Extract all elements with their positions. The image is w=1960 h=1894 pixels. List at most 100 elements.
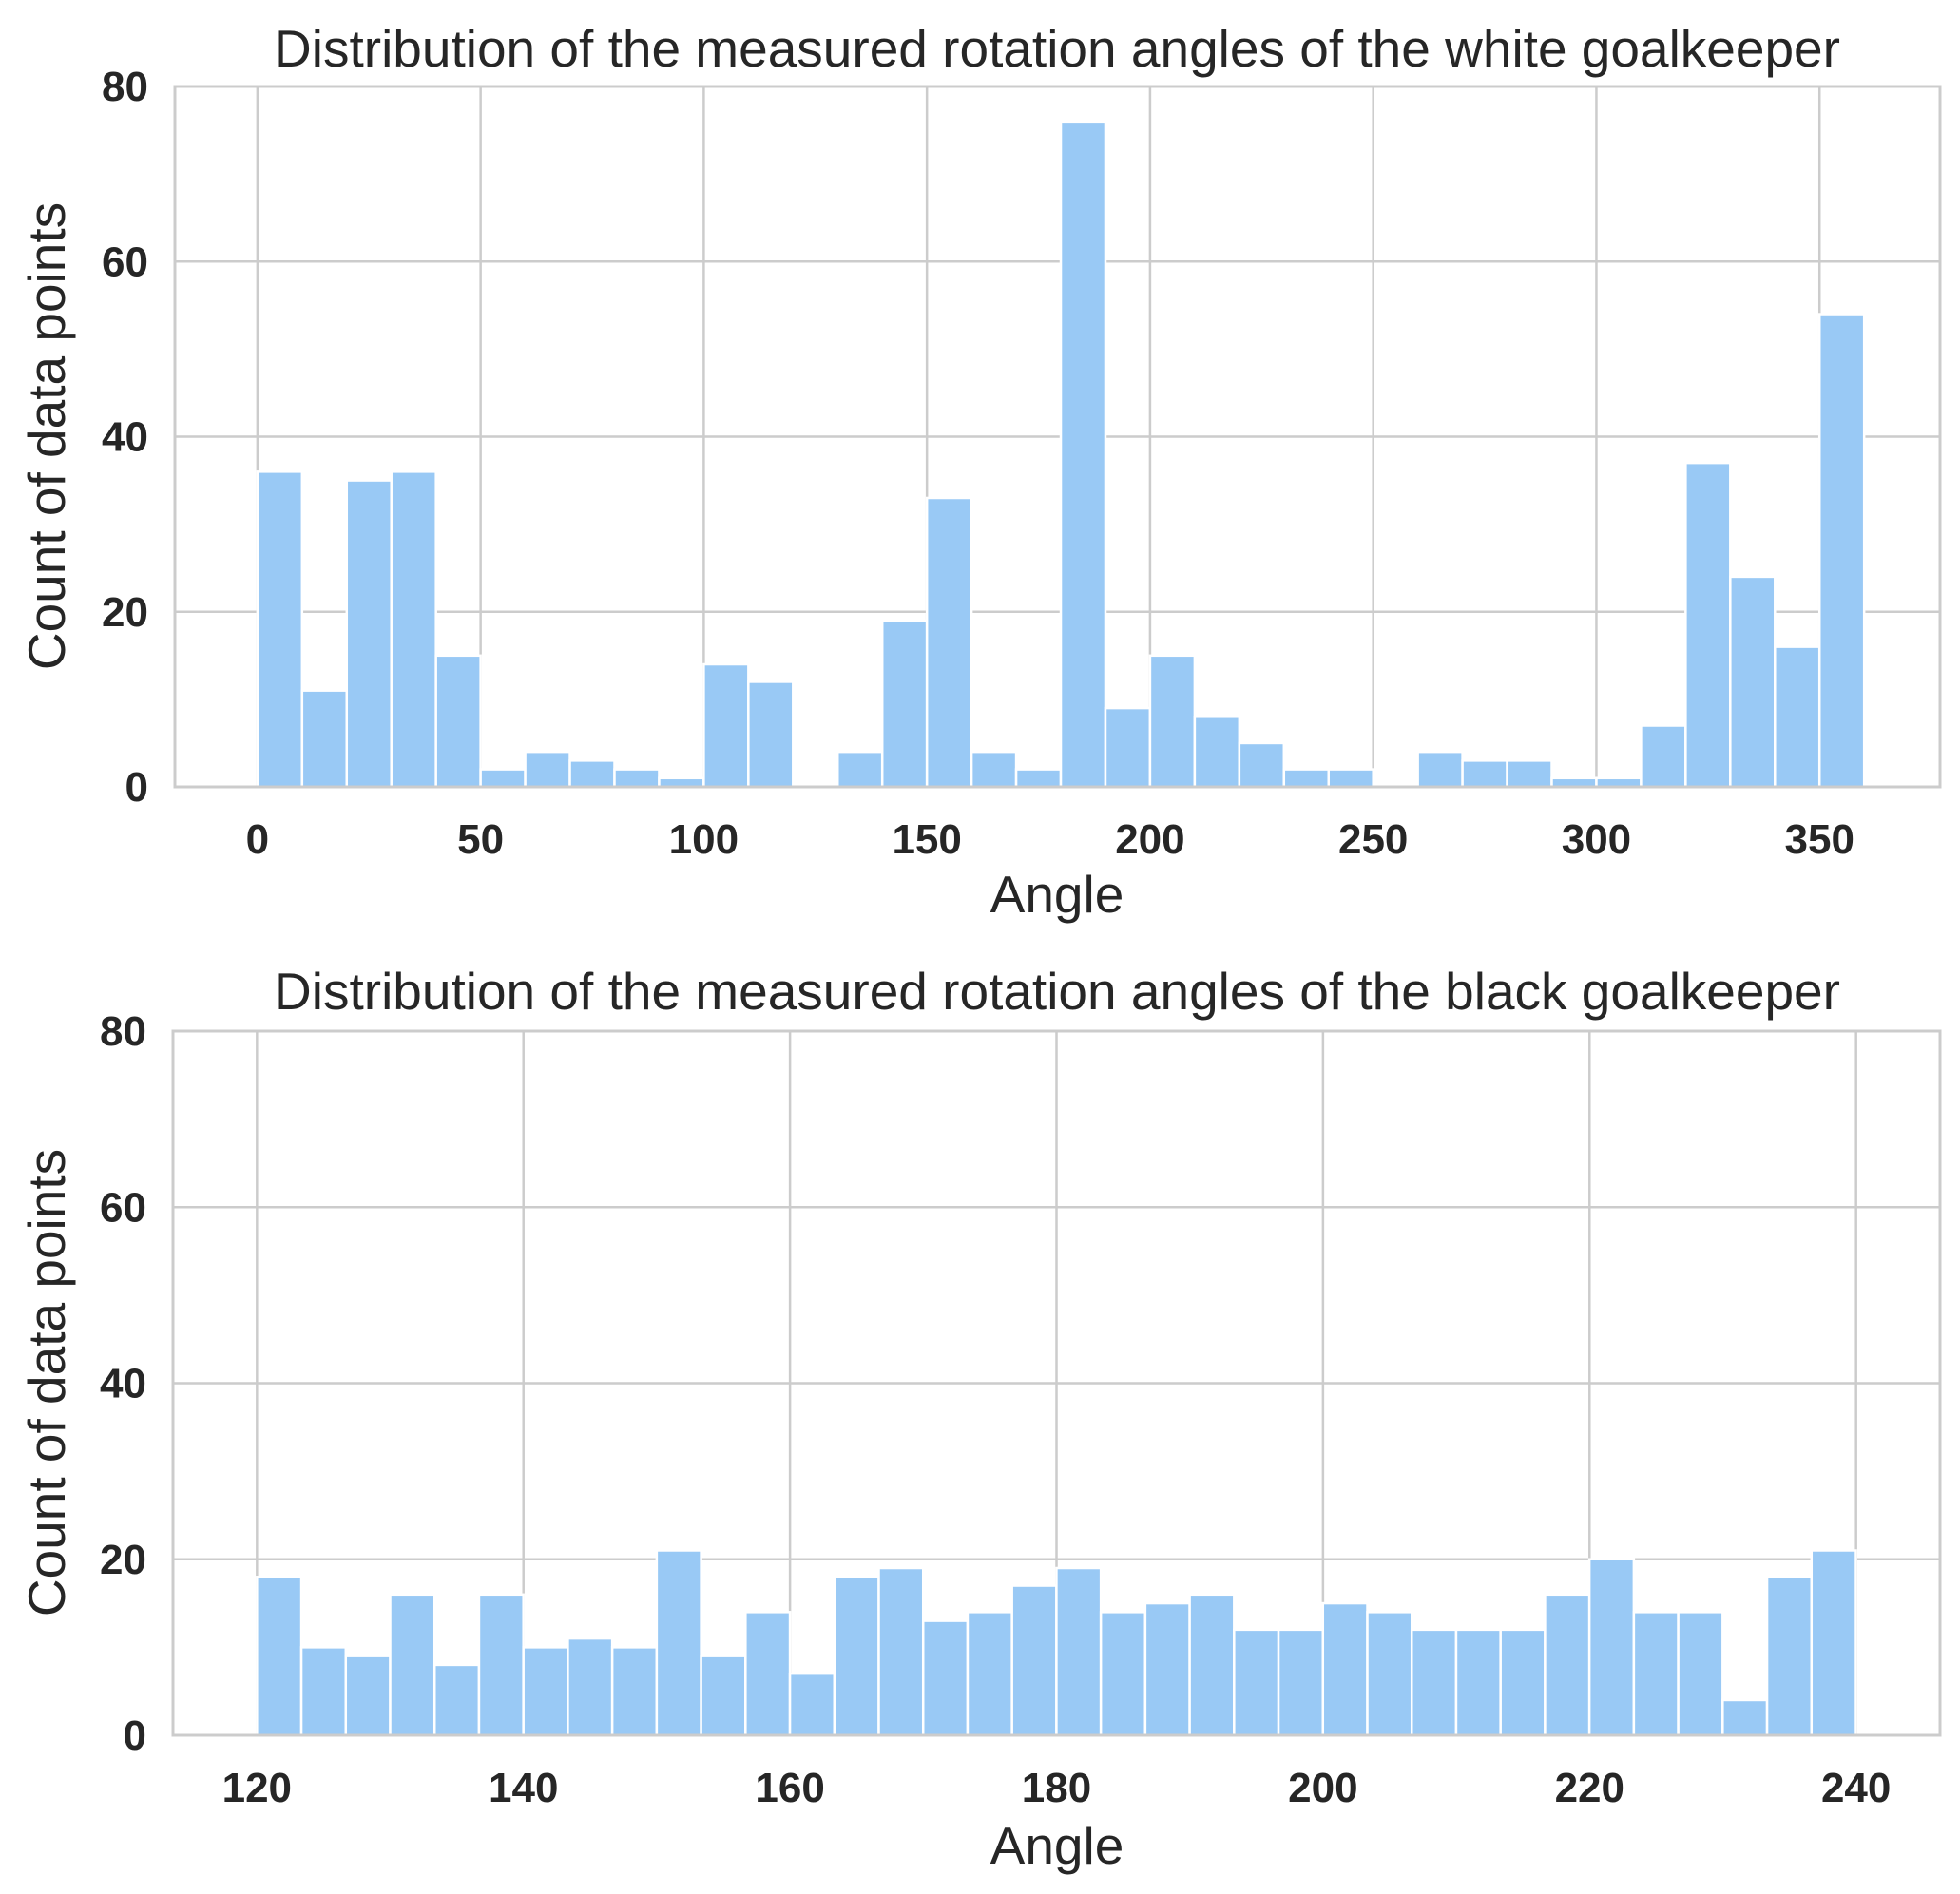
histogram-bar bbox=[568, 759, 616, 789]
histogram-bar bbox=[1059, 120, 1107, 789]
histogram-bar bbox=[1810, 1549, 1857, 1737]
histogram-bar bbox=[1143, 1601, 1191, 1737]
plot-frame bbox=[171, 1029, 1942, 1737]
chart-title: Distribution of the measured rotation an… bbox=[274, 19, 1840, 78]
histogram-bar bbox=[655, 1549, 702, 1737]
histogram-bar bbox=[1684, 461, 1732, 789]
histogram-bar bbox=[1366, 1611, 1413, 1737]
y-tick-label: 20 bbox=[100, 1537, 146, 1583]
x-tick-label: 240 bbox=[1821, 1765, 1891, 1811]
histogram-bar bbox=[479, 768, 527, 789]
histogram-bar bbox=[1014, 768, 1063, 789]
histogram-bar bbox=[877, 1566, 925, 1737]
histogram-bar bbox=[966, 1611, 1013, 1737]
histogram-bar bbox=[1238, 741, 1286, 789]
histogram-bar bbox=[1587, 1558, 1636, 1737]
histogram-bar bbox=[1321, 1601, 1369, 1737]
histogram-bar bbox=[432, 1663, 481, 1737]
chart-title: Distribution of the measured rotation an… bbox=[274, 962, 1840, 1021]
x-tick-label: 0 bbox=[246, 816, 269, 863]
x-tick-label: 120 bbox=[222, 1765, 292, 1811]
histogram-bar bbox=[1327, 768, 1374, 789]
histogram-bar bbox=[970, 750, 1018, 789]
white-goalkeeper-histogram: Distribution of the measured rotation an… bbox=[17, 19, 1942, 924]
histogram-bar bbox=[610, 1646, 659, 1737]
y-tick-label: 0 bbox=[125, 764, 148, 811]
histogram-bar bbox=[256, 1576, 303, 1737]
histogram-bar bbox=[522, 1646, 569, 1737]
histogram-bar bbox=[389, 1593, 436, 1737]
histogram-bar bbox=[1010, 1584, 1058, 1737]
histogram-bar bbox=[613, 768, 661, 789]
histogram-bar bbox=[300, 689, 349, 789]
y-tick-label: 20 bbox=[102, 589, 148, 636]
plot-frame bbox=[173, 85, 1942, 789]
x-tick-label: 150 bbox=[892, 816, 961, 863]
histogram-bar bbox=[1499, 1628, 1547, 1737]
histogram-bar bbox=[1454, 1628, 1502, 1737]
histogram-bar bbox=[788, 1672, 836, 1737]
x-tick-label: 200 bbox=[1288, 1765, 1357, 1811]
histogram-bar bbox=[1677, 1611, 1724, 1737]
y-tick-label: 60 bbox=[100, 1184, 146, 1231]
x-tick-label: 220 bbox=[1555, 1765, 1624, 1811]
y-tick-label: 40 bbox=[100, 1361, 146, 1407]
histogram-bar bbox=[1410, 1628, 1458, 1737]
histogram-bar bbox=[1765, 1576, 1814, 1737]
histogram-bar bbox=[1148, 654, 1197, 789]
x-tick-label: 250 bbox=[1338, 816, 1408, 863]
histogram-bar bbox=[524, 750, 571, 789]
histogram-bar bbox=[1506, 759, 1553, 789]
histogram-bar bbox=[1282, 768, 1330, 789]
histogram-bar bbox=[925, 496, 973, 789]
histogram-bar bbox=[299, 1646, 348, 1737]
histogram-bar bbox=[1416, 750, 1464, 789]
x-tick-label: 180 bbox=[1022, 1765, 1091, 1811]
y-tick-label: 0 bbox=[124, 1712, 146, 1759]
histogram-bar bbox=[1099, 1611, 1147, 1737]
histogram-bar bbox=[1277, 1628, 1325, 1737]
histogram-bar bbox=[702, 662, 750, 789]
histogram-bar bbox=[390, 470, 437, 789]
x-tick-label: 160 bbox=[755, 1765, 824, 1811]
x-tick-label: 140 bbox=[489, 1765, 558, 1811]
x-tick-label: 100 bbox=[669, 816, 739, 863]
histogram-bar bbox=[345, 479, 393, 789]
histogram-bar bbox=[434, 654, 482, 789]
y-tick-label: 60 bbox=[102, 239, 148, 285]
histogram-bar bbox=[1632, 1611, 1680, 1737]
histogram-bar bbox=[1193, 716, 1241, 789]
histogram-bar bbox=[1640, 724, 1687, 789]
histogram-bar bbox=[747, 680, 795, 789]
x-axis-label: Angle bbox=[990, 1816, 1124, 1875]
x-tick-label: 50 bbox=[457, 816, 504, 863]
histogram-bar bbox=[256, 470, 304, 789]
y-tick-label: 80 bbox=[102, 64, 148, 110]
y-axis-label: Count of data points bbox=[17, 202, 76, 670]
histogram-bar bbox=[1774, 645, 1821, 789]
histogram-bar bbox=[1188, 1593, 1236, 1737]
histogram-bar bbox=[1721, 1698, 1769, 1737]
x-axis-label: Angle bbox=[990, 865, 1124, 924]
y-tick-label: 80 bbox=[100, 1008, 146, 1055]
histogram-bar bbox=[1233, 1628, 1280, 1737]
y-axis-label: Count of data points bbox=[17, 1149, 76, 1617]
histogram-bar bbox=[1461, 759, 1508, 789]
x-tick-label: 350 bbox=[1785, 816, 1854, 863]
histogram-bar bbox=[1055, 1566, 1103, 1737]
histogram-bar bbox=[744, 1611, 792, 1737]
black-goalkeeper-histogram: Distribution of the measured rotation an… bbox=[17, 962, 1942, 1875]
histogram-bar bbox=[477, 1593, 525, 1737]
histogram-bar bbox=[567, 1636, 614, 1737]
histogram-bar bbox=[833, 1576, 880, 1737]
histogram-bar bbox=[1817, 313, 1866, 789]
histogram-bar bbox=[880, 619, 929, 789]
histogram-bar bbox=[1729, 575, 1777, 789]
histogram-bar bbox=[1104, 706, 1152, 789]
histogram-bar bbox=[836, 750, 884, 789]
histogram-bar bbox=[1544, 1593, 1591, 1737]
histogram-bar bbox=[344, 1655, 392, 1737]
histogram-bar bbox=[921, 1619, 970, 1737]
x-tick-label: 300 bbox=[1562, 816, 1631, 863]
